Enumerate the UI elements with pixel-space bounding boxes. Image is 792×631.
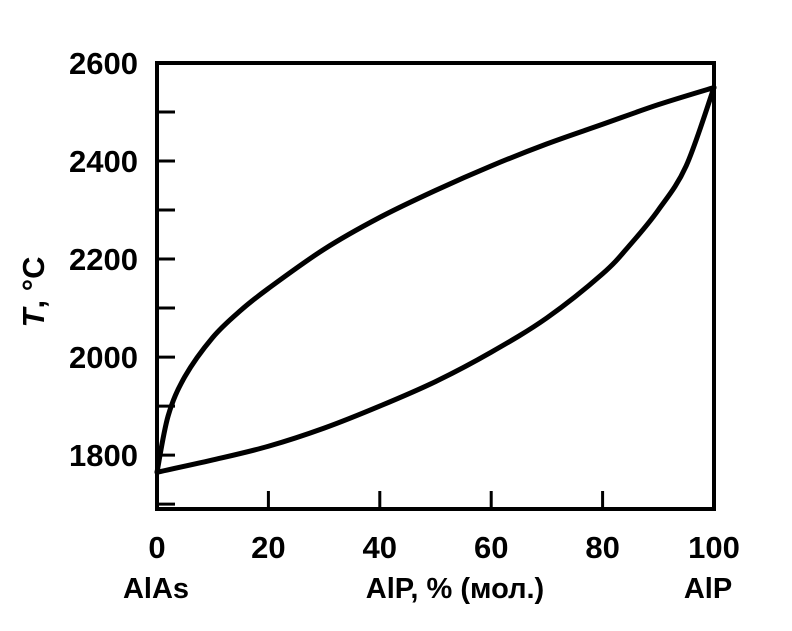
- x-tick-labels: 0 20 40 60 80 100: [148, 530, 739, 565]
- y-tick-label: 2400: [69, 144, 138, 179]
- liquidus-curve: [154, 85, 717, 475]
- y-tick-label: 2000: [69, 340, 138, 375]
- x-left-end-label: AlAs: [123, 573, 189, 605]
- x-tick-label: 100: [688, 530, 740, 565]
- x-tick-label: 40: [363, 530, 397, 565]
- chart-curves: [154, 85, 717, 475]
- axis-ticks: [157, 61, 605, 509]
- y-tick-label: 1800: [69, 438, 138, 473]
- x-axis-label: AlP, % (мол.): [366, 573, 544, 605]
- plot-frame: [155, 61, 716, 511]
- y-axis-symbol: T: [16, 305, 51, 327]
- x-tick-label: 0: [148, 530, 165, 565]
- y-tick-label: 2600: [69, 46, 138, 81]
- y-axis-label: T, °C: [16, 257, 51, 328]
- x-right-end-label: AlP: [684, 573, 732, 605]
- x-tick-label: 80: [585, 530, 619, 565]
- y-tick-label: 2200: [69, 242, 138, 277]
- y-axis-unit: , °C: [16, 257, 51, 309]
- x-tick-label: 20: [251, 530, 285, 565]
- solidus-curve: [154, 85, 717, 475]
- x-tick-label: 60: [474, 530, 508, 565]
- y-tick-labels: 1800 2000 2200 2400 2600: [69, 46, 138, 473]
